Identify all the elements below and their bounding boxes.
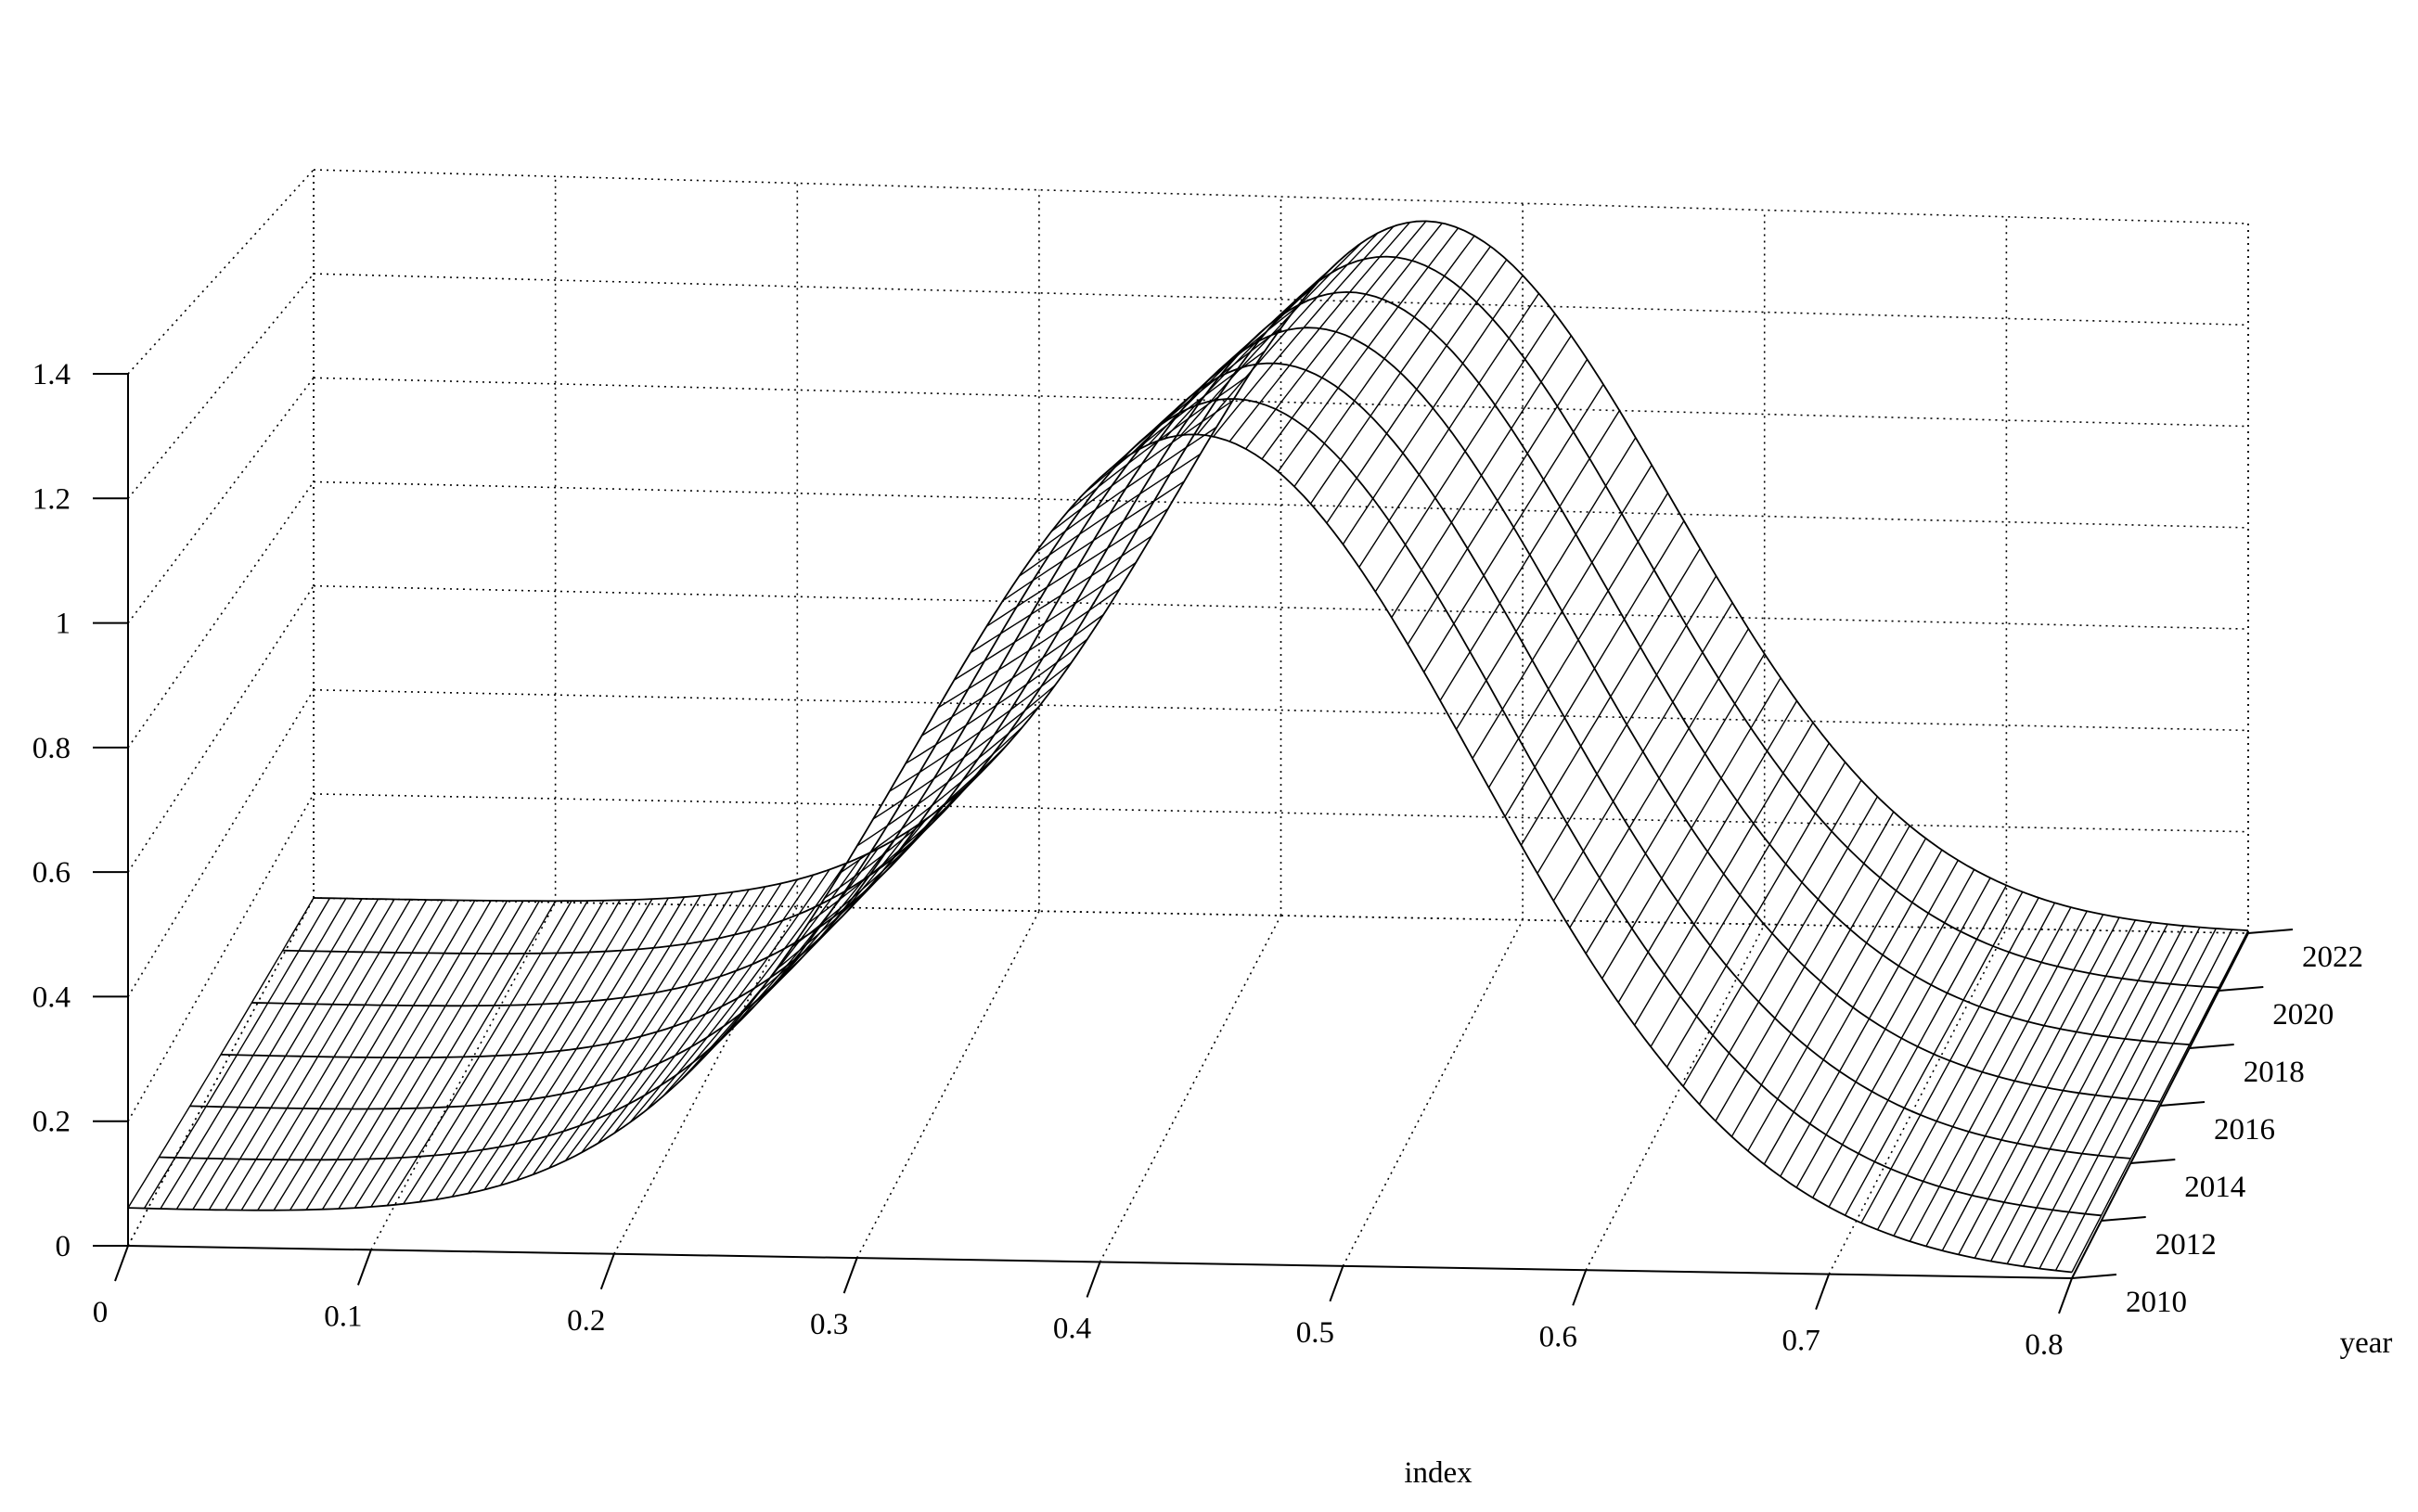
grid-line: [127, 793, 315, 1122]
x-tick-label: 0.5: [1296, 1316, 1334, 1350]
mesh-line: [451, 899, 637, 1198]
y-tick-label: 2010: [2126, 1286, 2187, 1319]
mesh-line: [824, 744, 1008, 899]
x-tick-mark: [2058, 1277, 2073, 1314]
y-tick-label: 2018: [2244, 1056, 2305, 1089]
grid-line: [127, 897, 315, 1247]
mesh-line: [1309, 246, 1491, 505]
mesh-line: [1326, 259, 1508, 524]
mesh-line: [629, 874, 815, 1123]
grid-line: [313, 481, 2249, 529]
series-line-2016: [220, 327, 2161, 1103]
mesh-line: [856, 706, 1040, 847]
z-tick-label: 0.6: [32, 856, 71, 890]
mesh-line: [468, 898, 653, 1194]
grid-line: [313, 897, 2249, 934]
y-tick-label: 2022: [2302, 941, 2363, 974]
x-tick-label: 0.1: [324, 1300, 362, 1333]
mesh-line: [954, 562, 1137, 681]
z-tick-label: 0.4: [32, 980, 71, 1014]
mesh-line: [1261, 223, 1443, 460]
mesh-line: [662, 863, 846, 1097]
grid-line: [313, 793, 2249, 833]
y-tick-label: 2014: [2184, 1171, 2245, 1204]
series-line-2018: [251, 290, 2190, 1045]
mesh-line: [1293, 235, 1475, 487]
grid-line: [1828, 928, 2008, 1275]
y-tick-mark: [2247, 929, 2294, 934]
mesh-line: [840, 725, 1023, 874]
z-tick-label: 0.8: [32, 732, 71, 765]
y-tick-label: 2020: [2272, 998, 2334, 1031]
x-tick-label: 0: [93, 1296, 109, 1329]
series-line-2020: [282, 255, 2219, 989]
mesh-line: [160, 898, 347, 1210]
surface-mesh: [127, 220, 2249, 1274]
x-tick-label: 0.4: [1053, 1313, 1091, 1346]
mesh-line: [791, 777, 975, 948]
grid-line: [313, 169, 2249, 224]
x-tick-label: 0.8: [2025, 1328, 2063, 1362]
x-tick-mark: [1329, 1265, 1344, 1302]
series-line-2014: [189, 362, 2131, 1160]
x-tick-mark: [1572, 1269, 1588, 1306]
x-tick-mark: [842, 1257, 858, 1294]
y-tick-mark: [2101, 1216, 2146, 1222]
x-axis-title: index: [1404, 1456, 1473, 1490]
grid-line: [127, 585, 315, 873]
y-tick-label: 2016: [2214, 1113, 2275, 1147]
grid-line: [313, 688, 2249, 732]
y-tick-mark: [2189, 1044, 2234, 1049]
mesh-line: [418, 900, 605, 1203]
y-tick-label: 2012: [2155, 1228, 2217, 1262]
x-tick-label: 0.2: [567, 1304, 605, 1338]
x-tick-label: 0.6: [1539, 1320, 1577, 1353]
grid-line: [127, 273, 315, 499]
mesh-line: [127, 897, 315, 1209]
grid-line: [613, 906, 799, 1255]
z-tick-label: 1.2: [32, 482, 71, 516]
grid-line: [127, 377, 315, 624]
x-tick-mark: [1086, 1262, 1101, 1298]
mesh-line: [1228, 222, 1411, 442]
axes-layer: [93, 373, 2294, 1314]
x-tick-mark: [114, 1245, 129, 1282]
y-tick-mark: [2159, 1101, 2206, 1107]
y-tick-mark: [2219, 986, 2264, 992]
mesh-line: [678, 856, 863, 1083]
grid-line: [1342, 919, 1524, 1267]
y-tick-mark: [2071, 1274, 2117, 1279]
series-line-2012: [159, 398, 2102, 1217]
grid-line: [855, 910, 1040, 1259]
grid-line: [1099, 915, 1282, 1262]
mesh-line: [143, 897, 331, 1209]
z-tick-label: 1.4: [32, 358, 71, 391]
x-tick-mark: [356, 1249, 372, 1286]
x-tick-label: 0.7: [1781, 1325, 1820, 1358]
y-tick-mark: [2130, 1159, 2176, 1164]
mesh-line: [175, 898, 363, 1210]
mesh-line: [499, 896, 686, 1186]
series-line-2022: [313, 220, 2249, 931]
grid-line: [313, 584, 2249, 630]
mesh-line: [597, 882, 782, 1145]
x-tick-label: 0.3: [810, 1308, 848, 1341]
grid-line: [1585, 924, 1766, 1271]
z-tick-label: 0: [56, 1230, 71, 1263]
mesh-line: [1277, 227, 1460, 472]
z-tick-label: 0.2: [32, 1106, 71, 1139]
z-tick-label: 1: [56, 608, 71, 641]
y-axis-title: year: [2340, 1326, 2393, 1360]
tick-labels: 0 0.2 0.4 0.6 0.8 1 1.2 1.4 0 0.1 0.2 0.3 0.4 0.5 0.6 0…: [32, 358, 2363, 1362]
mesh-line: [1100, 327, 1281, 479]
series-line-2010: [127, 433, 2073, 1274]
grid-line: [127, 481, 315, 749]
grid-line: [370, 902, 557, 1250]
mesh-line: [435, 900, 621, 1200]
x-tick-mark: [599, 1253, 615, 1290]
grid-line: [127, 689, 315, 997]
grid-line: [127, 169, 315, 375]
x-tick-mark: [1815, 1274, 1831, 1310]
